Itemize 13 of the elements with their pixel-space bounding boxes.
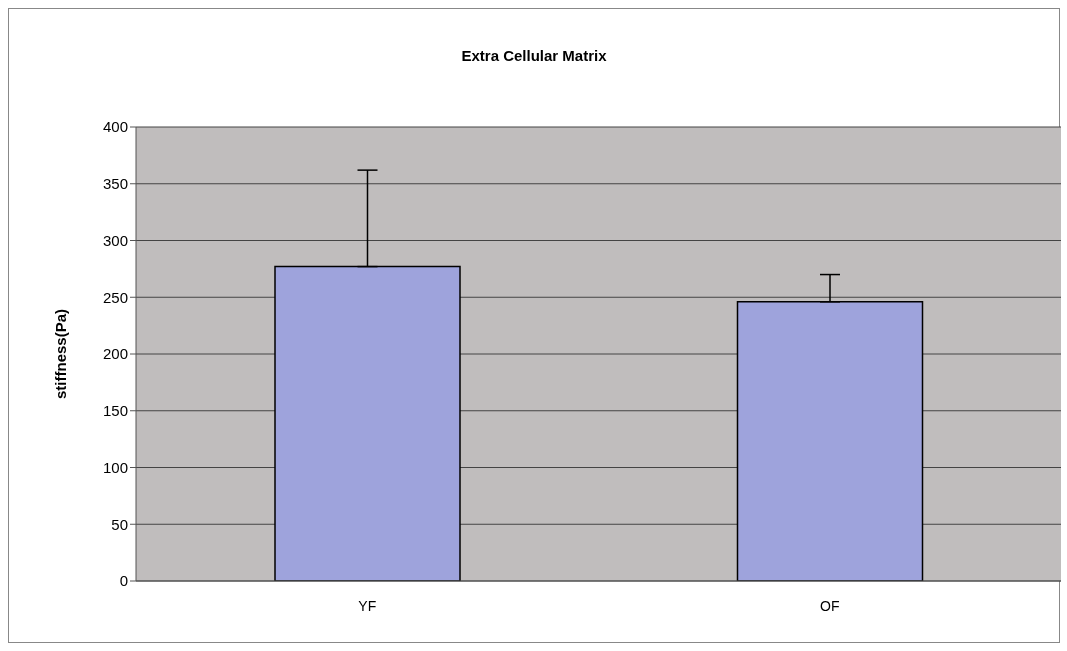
y-axis-title: stiffness(Pa): [52, 308, 70, 400]
x-tick-label: YF: [358, 597, 377, 614]
chart-title: Extra Cellular Matrix: [460, 47, 608, 64]
y-tick-label: 100: [102, 458, 128, 476]
y-tick-label: 150: [102, 402, 128, 420]
y-tick-label: 250: [102, 288, 128, 306]
y-tick-label: 50: [111, 515, 128, 533]
y-tick-label: 350: [102, 175, 128, 193]
y-tick-label: 0: [119, 572, 128, 590]
x-tick-label: OF: [820, 597, 840, 614]
y-tick-label: 300: [102, 231, 128, 249]
y-tick-label: 200: [102, 345, 128, 363]
y-tick-label: 400: [102, 118, 128, 136]
